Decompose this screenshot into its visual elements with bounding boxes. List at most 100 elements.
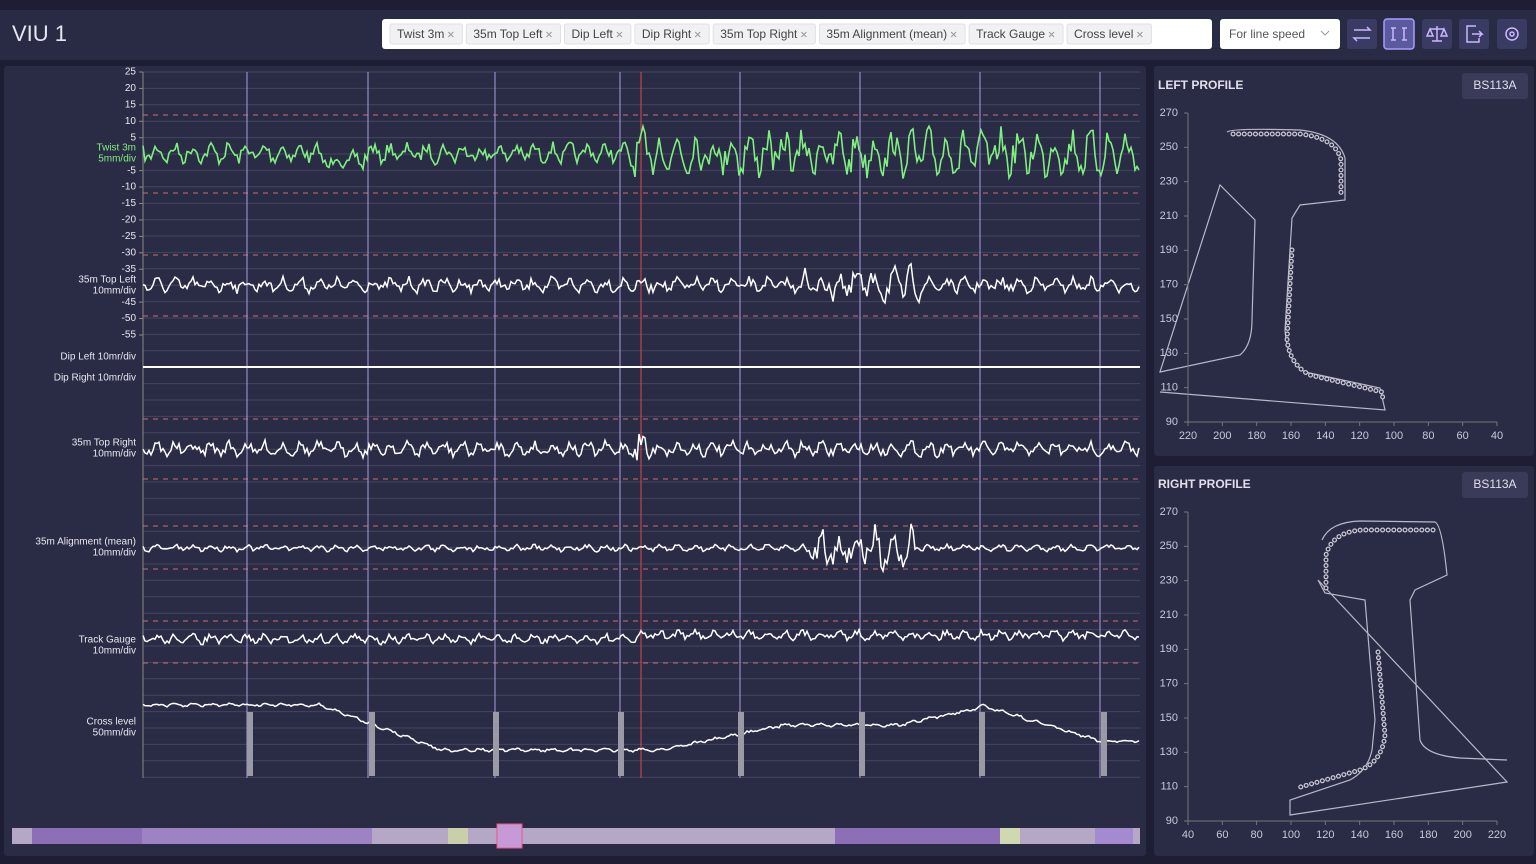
channel-name: Dip Left 10mr/div [60,352,136,363]
speed-select[interactable] [1220,19,1340,49]
y-tick-label: 170 [1160,279,1178,291]
chip-remove[interactable] [546,31,552,38]
chip-remove[interactable] [1137,31,1143,38]
chip-remove[interactable] [950,31,957,38]
align-icon [1391,27,1407,41]
timeline-cursor[interactable] [496,823,523,849]
channel-name: 35m Alignment (mean) [35,537,136,548]
settings-icon [1505,27,1519,41]
trace [142,702,1140,753]
y-tick-label: 270 [1160,107,1178,119]
measured-points-inner [1231,132,1385,402]
filter-chip[interactable]: 35m Alignment (mean) [818,23,966,45]
y-tick-label: 230 [1160,176,1178,188]
profile-badge-label: BS113A [1473,78,1516,92]
profile-title: LEFT PROFILE [1158,78,1243,92]
chip-bg [968,23,1064,45]
filter-chip[interactable]: Dip Left [564,23,632,45]
filter-chip[interactable]: Twist 3m [389,23,463,45]
filter-chip[interactable]: 35m Top Left [465,23,562,45]
y-tick-label: 150 [1160,712,1178,724]
timeline-segment [142,828,372,844]
trace-plot: 25 20 15 10 5 -5 -10 -15 -20 -25 -30 -35 -45 -50 -55 Tw… [35,67,1140,778]
x-tick-label: 120 [1316,829,1334,841]
settings-button[interactable] [1497,19,1527,49]
app-title: VIU 1 [12,21,67,46]
left-profile: LEFT PROFILE BS113A 270 250 230 210 190 170 150 1… [1158,73,1528,442]
chip-label: 35m Alignment (mean) [826,27,947,41]
channel-scale: 10mm/div [93,286,136,297]
align-button[interactable] [1383,18,1415,50]
left-profile-panel [1154,66,1534,456]
y-tick-label: 20 [125,83,137,94]
y-tick-label: 130 [1160,347,1178,359]
channel-name: 35m Top Right [72,438,137,449]
channel-name: Twist 3m [97,143,136,154]
x-tick-label: 140 [1350,829,1368,841]
y-tick-label: 5 [130,132,136,143]
chip-bg [1066,23,1152,45]
chip-remove[interactable] [447,31,454,38]
speed-select-label: For line speed [1229,27,1305,41]
chip-bg [564,23,632,45]
x-tick-label: 180 [1419,829,1437,841]
sleeper-marker [493,712,499,776]
x-tick-label: 200 [1213,430,1231,442]
chip-bg [465,23,562,45]
y-tick-label: 110 [1160,382,1178,394]
right-rail-points [1294,527,1441,791]
filter-chip[interactable]: Dip Right [634,23,710,45]
profile-badge-label: BS113A [1473,477,1516,491]
y-tick-label: 210 [1160,210,1178,222]
trace [142,262,1140,305]
chip-remove[interactable] [1048,31,1055,38]
chip-remove[interactable] [616,31,623,38]
y-tick-label: 10 [125,116,137,127]
x-tick-label: 100 [1282,829,1300,841]
chip-bg [818,23,966,45]
chip-label: Dip Right [642,27,692,41]
x-tick-label: 160 [1282,430,1300,442]
y-tick-label: 190 [1160,643,1178,655]
y-tick-label: 250 [1160,141,1178,153]
x-tick-label: 120 [1350,430,1368,442]
sleeper-marker [859,712,865,776]
timeline-segment [1095,828,1133,844]
profile-badge[interactable] [1462,472,1528,498]
trace [142,627,1140,646]
chip-label: 35m Top Right [720,27,798,41]
x-tick-label: 220 [1179,430,1197,442]
y-tick-label: -15 [122,198,137,209]
y-tick-label: -30 [122,247,137,258]
x-tick-label: 160 [1385,829,1403,841]
swap-button[interactable] [1347,19,1377,49]
y-tick-label: -45 [122,297,137,308]
timeline [12,823,1140,849]
y-tick-label: 90 [1166,815,1178,827]
filter-chip[interactable]: Cross level [1066,23,1152,45]
y-tick-label: 110 [1160,781,1178,793]
channel-scale: 10mm/div [93,646,136,657]
y-tick-label: 270 [1160,506,1178,518]
chip-remove[interactable] [694,31,701,38]
chip-label: Dip Left [572,27,614,41]
sleeper-marker [369,712,375,776]
chip-remove[interactable] [801,31,807,38]
sleeper-marker [618,712,624,776]
trace [142,433,1140,461]
filter-chip[interactable]: Track Gauge [968,23,1064,45]
sleeper-marker [1101,712,1107,776]
channel-scale: 5mm/div [98,154,136,165]
y-tick-label: -5 [127,165,136,176]
sleeper-marker [979,712,985,776]
y-tick-label: -55 [122,330,137,341]
trace-panel [4,66,1146,856]
chip-bg [712,23,816,45]
profile-badge[interactable] [1462,73,1528,99]
filter-chip[interactable]: 35m Top Right [712,23,816,45]
chip-label: Twist 3m [397,27,444,41]
rail-outline [1289,520,1509,816]
channel-scale: 10mm/div [93,548,136,559]
y-tick-label: 25 [125,67,137,78]
y-tick-label: -20 [122,215,137,226]
